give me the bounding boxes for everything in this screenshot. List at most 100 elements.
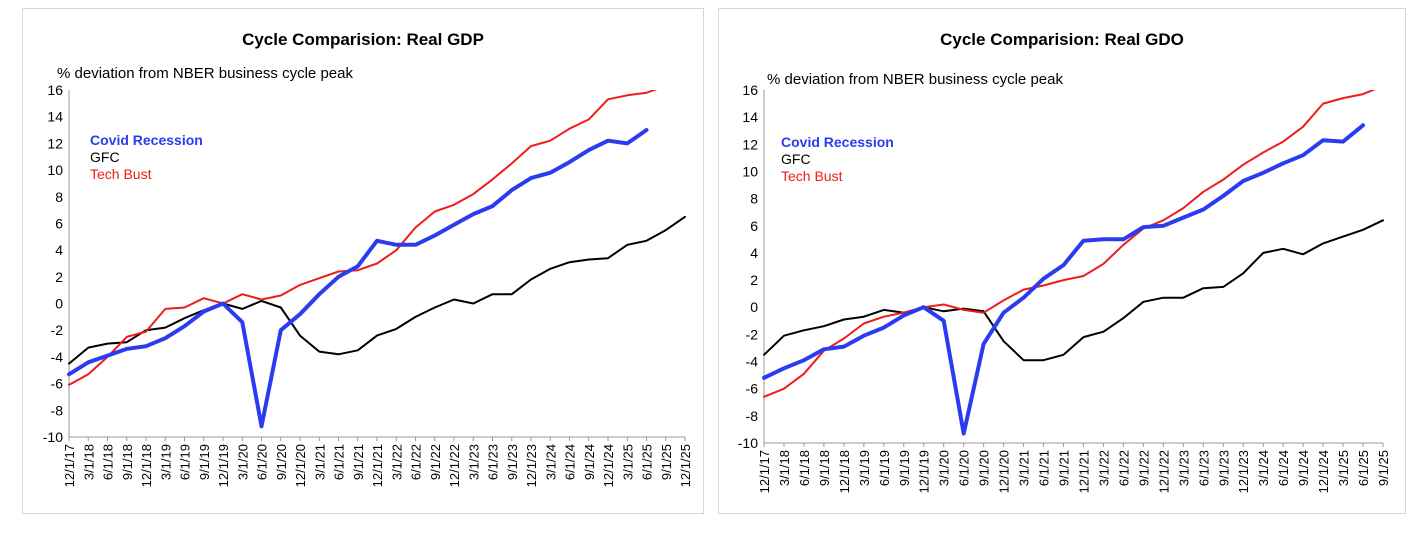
- series-line-tech-bust: [68, 90, 658, 386]
- y-tick-label: -10: [738, 435, 758, 451]
- gdp-chart-panel: Cycle Comparision: Real GDP % deviation …: [22, 8, 704, 514]
- x-tick-label: 6/1/25: [1356, 450, 1371, 486]
- y-tick-label: -10: [43, 429, 63, 445]
- x-tick-label: 12/1/20: [997, 450, 1012, 493]
- y-tick-label: -6: [51, 376, 64, 392]
- y-tick-label: 12: [742, 136, 758, 152]
- x-tick-label: 12/1/18: [837, 450, 852, 493]
- x-tick-label: 9/1/23: [505, 444, 520, 480]
- x-tick-label: 3/1/24: [543, 444, 558, 480]
- series-line-covid-recession: [762, 123, 1365, 436]
- x-tick-label: 3/1/20: [235, 444, 250, 480]
- y-tick-label: 8: [750, 191, 758, 207]
- x-tick-label: 9/1/25: [1376, 450, 1391, 486]
- y-tick-label: 16: [47, 82, 63, 98]
- y-tick-label: 4: [750, 245, 758, 261]
- x-tick-label: 9/1/22: [1136, 450, 1151, 486]
- x-tick-label: 12/1/19: [216, 444, 231, 487]
- x-tick-label: 12/1/22: [447, 444, 462, 487]
- y-tick-label: -8: [746, 408, 759, 424]
- x-tick-label: 12/1/24: [1316, 450, 1331, 493]
- legend-entry-tech-bust: Tech Bust: [90, 166, 152, 182]
- x-tick-label: 3/1/23: [1176, 450, 1191, 486]
- y-tick-label: -2: [746, 326, 759, 342]
- x-tick-label: 3/1/21: [312, 444, 327, 480]
- x-tick-label: 6/1/22: [409, 444, 424, 480]
- y-tick-label: 6: [750, 218, 758, 234]
- x-tick-label: 6/1/23: [1196, 450, 1211, 486]
- x-tick-label: 6/1/21: [1037, 450, 1052, 486]
- y-tick-label: 2: [55, 269, 63, 285]
- legend-entry-gfc: GFC: [90, 149, 120, 165]
- x-tick-label: 12/1/20: [293, 444, 308, 487]
- x-tick-label: 3/1/25: [620, 444, 635, 480]
- x-tick-label: 9/1/20: [977, 450, 992, 486]
- y-tick-label: 16: [742, 82, 758, 98]
- x-tick-label: 3/1/18: [777, 450, 792, 486]
- y-tick-label: -8: [51, 402, 64, 418]
- x-tick-label: 6/1/18: [797, 450, 812, 486]
- x-tick-label: 6/1/19: [877, 450, 892, 486]
- legend-entry-gfc: GFC: [781, 151, 811, 167]
- x-tick-label: 12/1/21: [370, 444, 385, 487]
- legend-entry-tech-bust: Tech Bust: [781, 168, 843, 184]
- x-tick-label: 12/1/19: [917, 450, 932, 493]
- chart-title: Cycle Comparision: Real GDP: [242, 30, 484, 49]
- series-line-covid-recession: [67, 128, 649, 429]
- x-tick-label: 12/1/17: [62, 444, 77, 487]
- x-tick-label: 12/1/25: [678, 444, 693, 487]
- x-tick-label: 12/1/21: [1076, 450, 1091, 493]
- x-tick-label: 9/1/21: [351, 444, 366, 480]
- y-tick-label: -2: [51, 322, 64, 338]
- x-tick-label: 3/1/18: [81, 444, 96, 480]
- x-tick-label: 6/1/22: [1116, 450, 1131, 486]
- x-tick-label: 9/1/23: [1216, 450, 1231, 486]
- x-tick-label: 12/1/23: [524, 444, 539, 487]
- y-tick-label: 8: [55, 189, 63, 205]
- y-tick-label: -6: [746, 381, 759, 397]
- y-tick-label: 0: [55, 296, 63, 312]
- x-tick-label: 6/1/25: [640, 444, 655, 480]
- legend-entry-covid-recession: Covid Recession: [781, 134, 894, 150]
- x-tick-label: 9/1/19: [897, 450, 912, 486]
- x-tick-label: 6/1/20: [957, 450, 972, 486]
- x-tick-label: 12/1/24: [601, 444, 616, 487]
- y-tick-label: 14: [742, 109, 758, 125]
- x-tick-label: 12/1/23: [1236, 450, 1251, 493]
- y-tick-label: 10: [742, 163, 758, 179]
- y-tick-label: 12: [47, 135, 63, 151]
- y-tick-label: -4: [51, 349, 64, 365]
- y-tick-label: 6: [55, 215, 63, 231]
- gdo-chart-panel: Cycle Comparision: Real GDO % deviation …: [718, 8, 1406, 514]
- series-line-gfc: [763, 219, 1384, 362]
- x-tick-label: 6/1/23: [486, 444, 501, 480]
- x-tick-label: 6/1/19: [178, 444, 193, 480]
- x-tick-label: 6/1/24: [563, 444, 578, 480]
- y-tick-label: 0: [750, 299, 758, 315]
- x-tick-label: 3/1/25: [1336, 450, 1351, 486]
- x-tick-label: 9/1/18: [817, 450, 832, 486]
- series-line-tech-bust: [763, 90, 1376, 398]
- x-tick-label: 3/1/21: [1017, 450, 1032, 486]
- x-tick-label: 12/1/17: [757, 450, 772, 493]
- y-tick-label: 4: [55, 242, 63, 258]
- series-line-gfc: [68, 215, 686, 365]
- x-tick-label: 6/1/18: [101, 444, 116, 480]
- y-tick-label: 14: [47, 109, 63, 125]
- legend-entry-covid-recession: Covid Recession: [90, 132, 203, 148]
- x-tick-label: 6/1/21: [332, 444, 347, 480]
- y-axis-label: % deviation from NBER business cycle pea…: [57, 65, 353, 82]
- x-tick-label: 9/1/18: [120, 444, 135, 480]
- x-tick-label: 3/1/23: [466, 444, 481, 480]
- x-tick-label: 3/1/24: [1256, 450, 1271, 486]
- y-tick-label: -4: [746, 354, 759, 370]
- y-tick-label: 2: [750, 272, 758, 288]
- x-tick-label: 9/1/19: [197, 444, 212, 480]
- x-tick-label: 6/1/20: [255, 444, 270, 480]
- x-tick-label: 12/1/18: [139, 444, 154, 487]
- x-tick-label: 3/1/19: [857, 450, 872, 486]
- x-tick-label: 9/1/21: [1057, 450, 1072, 486]
- x-tick-label: 9/1/24: [582, 444, 597, 480]
- x-tick-label: 3/1/22: [389, 444, 404, 480]
